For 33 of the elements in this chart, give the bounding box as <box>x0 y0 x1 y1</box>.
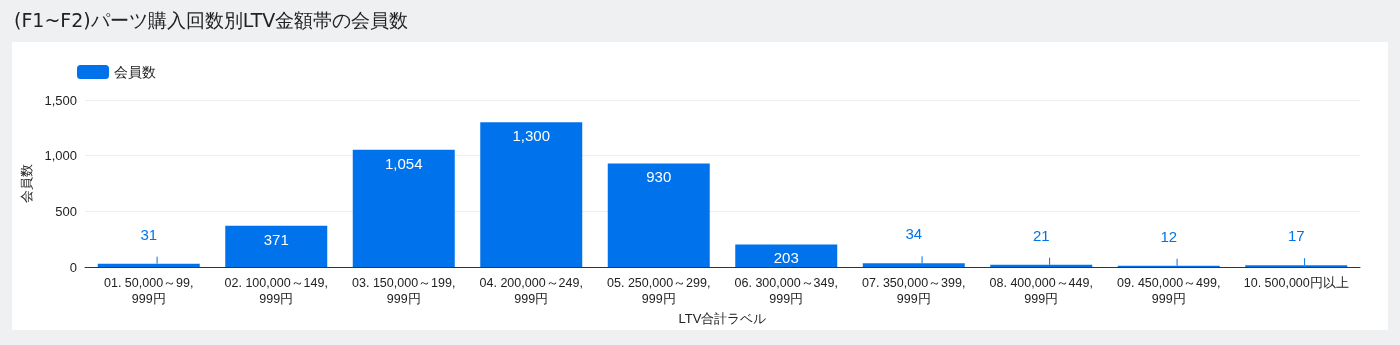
legend-label: 会員数 <box>114 64 156 80</box>
data-label: 12 <box>1160 227 1178 245</box>
y-tick-label: 500 <box>55 203 77 219</box>
y-tick-label: 0 <box>69 259 77 275</box>
data-label: 17 <box>1287 227 1305 245</box>
data-label: 1,300 <box>512 127 551 145</box>
data-label: 31 <box>140 225 158 243</box>
x-axis-title: LTV合計ラベル <box>678 311 767 326</box>
x-tick-label: 08. 400,000～449,999円 <box>989 276 1093 307</box>
y-tick-label: 1,000 <box>44 148 77 164</box>
bar <box>480 122 583 268</box>
data-label: 34 <box>905 225 923 243</box>
x-tick-label: 03. 150,000～199,999円 <box>352 276 456 307</box>
x-tick-label: 09. 450,000～499,999円 <box>1117 276 1221 307</box>
x-tick-label: 05. 250,000～299,999円 <box>607 276 711 307</box>
x-tick-label: 10. 500,000円以上 <box>1243 276 1349 291</box>
x-tick-label: 02. 100,000～149,999円 <box>224 276 328 307</box>
x-tick-label: 01. 50,000～99,999円 <box>104 276 194 307</box>
bar <box>607 163 710 268</box>
y-tick-label: 1,500 <box>44 92 77 108</box>
data-label: 1,054 <box>384 154 423 172</box>
bar <box>352 149 455 268</box>
data-label: 371 <box>263 230 289 248</box>
data-label: 203 <box>773 249 799 267</box>
bar <box>735 244 838 268</box>
x-tick-label: 06. 300,000～349,999円 <box>734 276 838 307</box>
y-axis-title: 会員数 <box>19 164 34 204</box>
data-label: 930 <box>646 168 672 186</box>
chart-title: (F1~F2)パーツ購入回数別LTV金額帯の会員数 <box>14 8 409 33</box>
x-tick-label: 04. 200,000～249,999円 <box>479 276 583 307</box>
bar <box>225 225 328 268</box>
x-tick-label: 07. 350,000～399,999円 <box>862 276 966 307</box>
data-label: 21 <box>1032 226 1050 244</box>
